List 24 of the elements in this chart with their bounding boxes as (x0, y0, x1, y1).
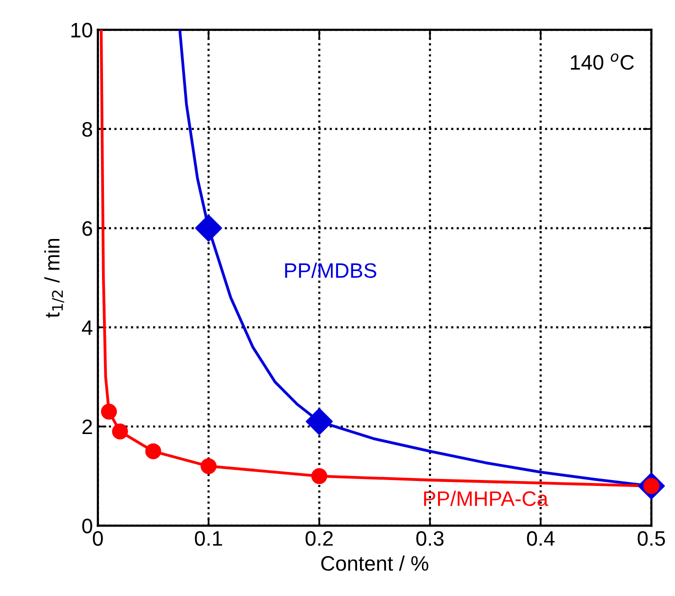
x-tick-label: 0.2 (306, 531, 333, 546)
y-tick-label: 8 (82, 122, 92, 137)
x-tick-label: 0 (92, 531, 103, 546)
point (145, 443, 162, 460)
y-tick-label: 4 (82, 320, 92, 335)
point (306, 408, 333, 436)
point (195, 214, 222, 242)
point (200, 458, 217, 474)
annotation: 140 $^{o}$C (570, 53, 634, 70)
point (100, 404, 117, 420)
y-tick-label: 6 (82, 221, 92, 236)
point (112, 423, 128, 440)
text: PP/MDBS (285, 262, 376, 278)
x-tick-label: 0.3 (416, 531, 444, 546)
series-label: PP/MHPA-Ca (424, 490, 548, 506)
x-axis-title: Content / % (321, 556, 428, 571)
y-axis-title: t$_{1/2}$ / min (44, 238, 64, 318)
y-tick-label: 10 (71, 22, 92, 38)
x-tick-label: 0.5 (638, 531, 665, 546)
y-tick-label: 0 (82, 518, 92, 534)
y-tick-label: 2 (82, 420, 92, 434)
x-tick-label: 0.4 (527, 531, 555, 546)
x-tick-label: 0.1 (194, 531, 222, 546)
point (311, 468, 328, 484)
